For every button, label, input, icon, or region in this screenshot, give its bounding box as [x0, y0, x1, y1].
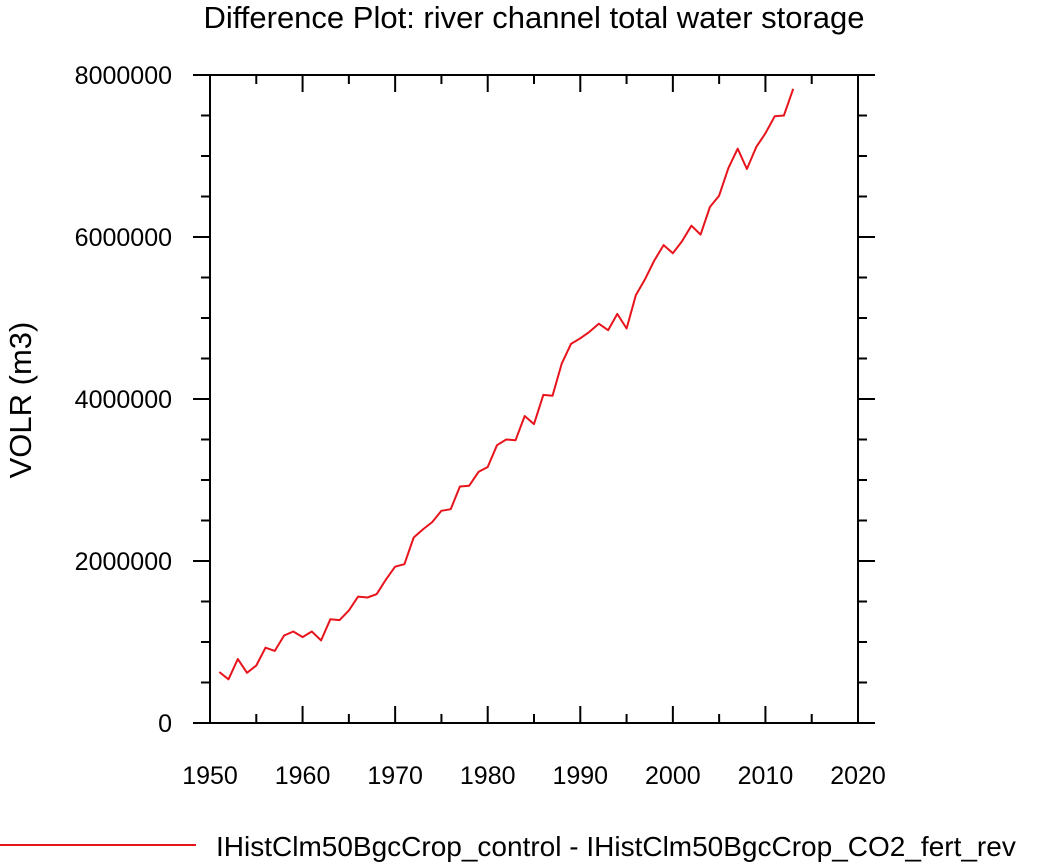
y-tick-label: 6000000 — [75, 224, 172, 252]
chart-title: Difference Plot: river channel total wat… — [203, 0, 864, 35]
y-axis-label: VOLR (m3) — [3, 322, 38, 479]
legend-label: IHistClm50BgcCrop_control - IHistClm50Bg… — [216, 831, 1016, 862]
series-line — [218, 88, 795, 681]
x-axis: 1950 1960 1970 1980 1990 2000 2010 2020 — [182, 75, 886, 790]
y-tick-label: 4000000 — [75, 386, 172, 414]
x-tick-label: 1970 — [367, 762, 423, 790]
x-tick-label: 1980 — [460, 762, 516, 790]
series-layer — [218, 88, 795, 681]
legend: IHistClm50BgcCrop_control - IHistClm50Bg… — [0, 831, 1016, 862]
x-tick-label: 1950 — [182, 762, 238, 790]
x-tick-label: 2020 — [830, 762, 886, 790]
y-axis: 0 2000000 4000000 6000000 8000000 — [75, 62, 875, 738]
x-tick-label: 2010 — [738, 762, 794, 790]
plot-frame — [209, 74, 859, 724]
y-tick-label: 8000000 — [75, 62, 172, 90]
y-tick-label: 0 — [158, 710, 172, 738]
y-tick-label: 2000000 — [75, 548, 172, 576]
x-tick-label: 1960 — [275, 762, 331, 790]
x-tick-label: 1990 — [552, 762, 608, 790]
x-tick-label: 2000 — [645, 762, 701, 790]
